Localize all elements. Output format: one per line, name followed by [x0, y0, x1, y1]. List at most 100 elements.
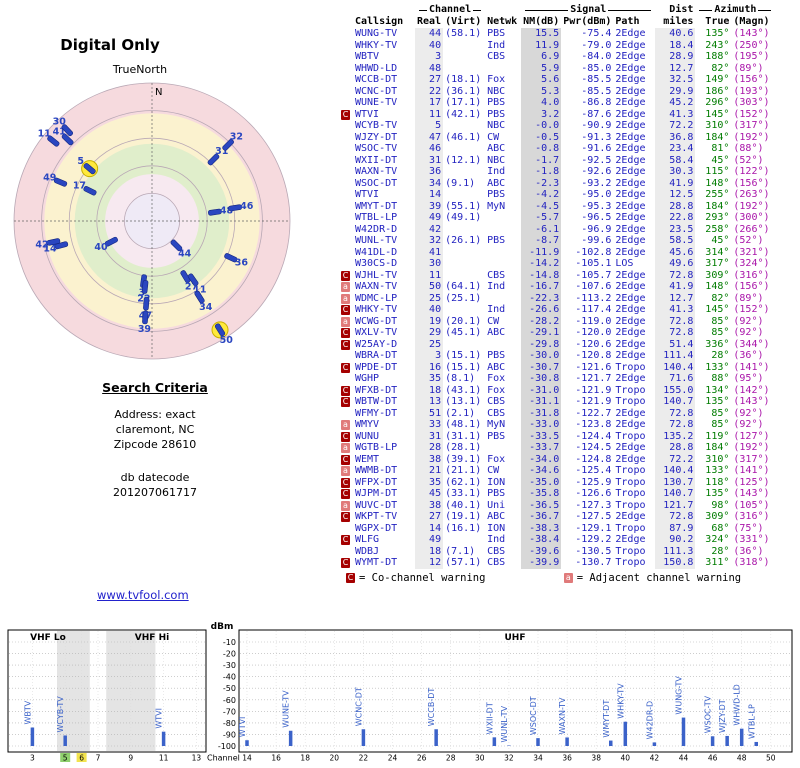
tvfool-link[interactable]: www.tvfool.com — [97, 588, 189, 602]
path-cell: Tropo — [615, 522, 646, 534]
x-tick-label: 48 — [737, 754, 747, 763]
radar-channel-label: 11 — [193, 284, 206, 295]
table-row: WHWD-LD 48 5.9 -85.0 2Edge 12.7 82° (89°) — [341, 62, 775, 74]
path-cell: Tropo — [615, 545, 646, 557]
real-channel-cell: 3 — [415, 350, 444, 362]
azimuth-true-cell: 296° — [705, 97, 730, 108]
marker-bar — [142, 310, 149, 325]
co-channel-warning-badge: C — [341, 397, 350, 407]
azimuth-magn-cell: (192°) — [733, 442, 770, 453]
table-row: a WWMB-DT 21 (21.1) CW -34.6 -125.4 Tropo 140.4 1… — [341, 465, 775, 477]
callsign-cell: WTVI — [355, 189, 380, 200]
azimuth-true-cell: 317° — [705, 258, 730, 269]
real-channel-cell: 51 — [415, 407, 444, 419]
signal-bar — [434, 729, 438, 746]
y-tick-label: -70 — [223, 707, 236, 716]
table-row: WFMY-DT 51 (2.1) CBS -31.8 -122.7 2Edge 72.8 85°… — [341, 407, 775, 419]
table-row: C WEMT 38 (39.1) Fox -34.0 -124.8 2Edge 72.2 310°… — [341, 453, 775, 465]
real-channel-cell: 28 — [415, 442, 444, 454]
x-tick-label: 13 — [192, 754, 202, 763]
azimuth-true-cell: 133° — [705, 465, 730, 476]
path-cell: Tropo — [615, 499, 646, 511]
azimuth-true-cell: 81° — [711, 143, 730, 154]
marker-bar — [54, 241, 69, 250]
network-cell: NBC — [487, 85, 506, 97]
nm-db-cell: -35.8 — [521, 488, 562, 500]
distance-cell: 121.7 — [655, 499, 696, 511]
path-cell: 2Edge — [615, 97, 646, 108]
channel-axis-label: Channel — [207, 754, 240, 763]
nm-db-cell: -33.0 — [521, 419, 562, 431]
callsign-cell: WHKY-TV — [355, 39, 398, 51]
azimuth-true-cell: 45° — [711, 235, 730, 246]
virtual-channel-cell: (16.1) — [445, 522, 482, 534]
callsign-cell: WYMT-DT — [355, 557, 398, 568]
warning-cell — [341, 247, 353, 259]
warning-cell: C — [341, 431, 353, 443]
real-channel-cell: 19 — [415, 315, 444, 327]
power-dbm-cell: -95.0 — [581, 189, 612, 200]
real-channel-cell: 44 — [415, 28, 444, 40]
table-row: C WTVI 11 (42.1) PBS 3.2 -87.6 2Edge 41.3 145° (15… — [341, 108, 775, 120]
real-channel-cell: 12 — [415, 557, 444, 569]
power-dbm-cell: -123.8 — [575, 419, 612, 430]
callsign-cell: WFPX-DT — [355, 476, 398, 488]
callsign-cell: W42DR-D — [355, 223, 398, 235]
power-dbm-cell: -75.4 — [581, 28, 612, 39]
network-cell: Ind — [487, 304, 506, 315]
warning-cell: a — [341, 442, 353, 454]
path-cell: Tropo — [615, 396, 646, 407]
azimuth-magn-cell: (92°) — [733, 327, 764, 338]
table-row: C W25AY-D 25 -29.8 -120.6 2Edge 51.4 336° (344°) — [341, 338, 775, 350]
warning-cell — [341, 132, 353, 144]
network-cell: Fox — [487, 384, 506, 396]
nm-db-cell: -8.7 — [521, 235, 562, 247]
real-channel-cell: 42 — [415, 223, 444, 235]
real-channel-cell: 16 — [415, 361, 444, 373]
callsign-cell: W25AY-D — [355, 338, 398, 350]
vhf-lo-label: VHF Lo — [30, 633, 66, 643]
warning-cell: C — [341, 477, 353, 489]
real-channel-cell: 29 — [415, 327, 444, 339]
radar-channel-label: 36 — [235, 258, 249, 269]
radar-station-marker: 40 — [94, 236, 118, 253]
nm-db-cell: 5.9 — [521, 62, 562, 74]
signal-bar — [609, 740, 613, 746]
virtual-channel-cell: (31.1) — [445, 430, 482, 442]
azimuth-true-cell: 311° — [705, 557, 730, 568]
y-tick-label: -40 — [223, 673, 236, 682]
warning-cell — [341, 212, 353, 224]
warning-cell: a — [341, 293, 353, 305]
power-dbm-cell: -129.1 — [575, 522, 612, 534]
network-cell — [485, 258, 521, 270]
virtual-channel-cell — [443, 166, 485, 178]
nm-db-cell: -36.7 — [521, 511, 562, 523]
nm-db-cell: -33.7 — [521, 442, 562, 454]
uhf-label: UHF — [505, 633, 526, 643]
power-dbm-cell: -102.8 — [575, 246, 612, 258]
nm-db-cell: 11.9 — [521, 39, 562, 51]
table-row: C WXLV-TV 29 (45.1) ABC -29.1 -120.0 2Edge 72.8 8… — [341, 327, 775, 339]
azimuth-true-cell: 309° — [705, 269, 730, 281]
nm-db-cell: -1.8 — [521, 166, 562, 178]
power-dbm-cell: -121.6 — [575, 361, 612, 373]
power-dbm-cell: -91.3 — [581, 131, 612, 143]
azimuth-magn-cell: (317°) — [733, 120, 770, 131]
real-channel-cell: 21 — [415, 465, 444, 477]
signal-bar — [63, 735, 67, 746]
x-tick-label: 9 — [128, 754, 133, 763]
distance-cell: 41.3 — [655, 304, 696, 316]
azimuth-true-cell: 148° — [705, 177, 730, 189]
distance-cell: 155.0 — [655, 384, 696, 396]
nm-db-cell: -4.2 — [521, 189, 562, 201]
warning-cell — [341, 120, 353, 132]
virtual-channel-cell: (33.1) — [445, 488, 482, 499]
path-cell: 2Edge — [615, 407, 646, 419]
azimuth-magn-cell: (92°) — [733, 419, 764, 430]
azimuth-true-cell: 85° — [711, 419, 730, 430]
real-channel-cell: 31 — [415, 154, 444, 166]
y-tick-label: -80 — [223, 719, 236, 728]
x-tick-label: 36 — [562, 754, 572, 763]
distance-cell: 150.8 — [655, 557, 696, 569]
x-tick-label: 28 — [446, 754, 456, 763]
